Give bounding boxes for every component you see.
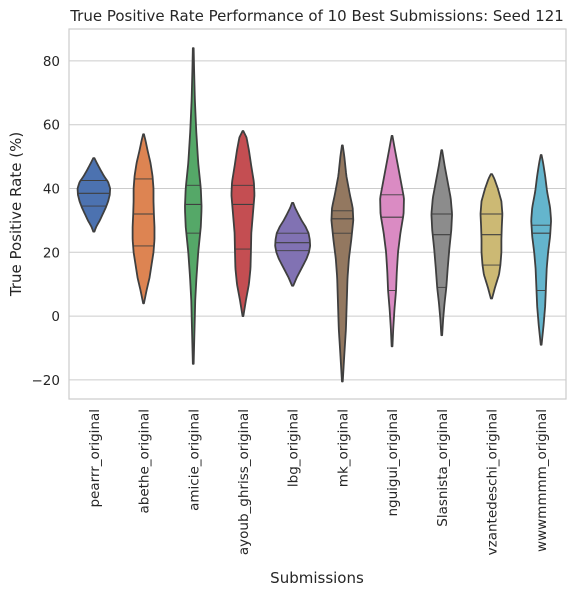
x-tick-label: abethe_original: [137, 409, 153, 514]
violin-layer: [78, 48, 551, 381]
violin: [275, 203, 310, 286]
violin-body: [331, 145, 353, 381]
y-tick-label: 0: [51, 309, 60, 325]
x-tick-label: mk_original: [335, 409, 351, 487]
violin-body: [275, 203, 310, 286]
violin-body: [232, 131, 255, 316]
y-tick-label: 80: [43, 54, 60, 70]
x-tick-labels: pearrr_original abethe_original amicie_ori…: [87, 409, 550, 555]
violin: [380, 136, 404, 347]
x-tick-label: wwwmmmm_original: [534, 409, 550, 552]
violin-body: [431, 150, 452, 335]
x-tick-label: pearrr_original: [87, 409, 103, 508]
y-tick-label: 40: [43, 181, 60, 197]
x-tick-label: nguigui_original: [385, 409, 401, 517]
y-axis-title: True Positive Rate (%): [7, 132, 25, 297]
y-tick-labels: −20 0 20 40 60 80: [32, 54, 61, 389]
x-axis-title: Submissions: [270, 569, 364, 587]
violin-body: [481, 174, 503, 298]
x-tick-label: Slasnista_original: [435, 409, 451, 527]
x-tick-label: lbg_original: [286, 409, 302, 487]
violin: [331, 145, 353, 381]
violin-body: [380, 136, 404, 347]
x-tick-label: amicie_original: [186, 409, 202, 511]
y-tick-label: −20: [32, 373, 61, 389]
violin: [78, 158, 111, 231]
violin: [133, 134, 155, 303]
violin: [232, 131, 255, 316]
violin-body: [133, 134, 155, 303]
x-tick-label: ayoub_ghriss_original: [236, 409, 252, 555]
violin: [481, 174, 503, 298]
x-tick-label: vzantedeschi_original: [485, 409, 501, 555]
violin-body: [78, 158, 111, 231]
violin: [431, 150, 452, 335]
chart-title: True Positive Rate Performance of 10 Bes…: [69, 7, 564, 25]
y-tick-label: 60: [43, 118, 60, 134]
y-tick-label: 20: [43, 245, 60, 261]
